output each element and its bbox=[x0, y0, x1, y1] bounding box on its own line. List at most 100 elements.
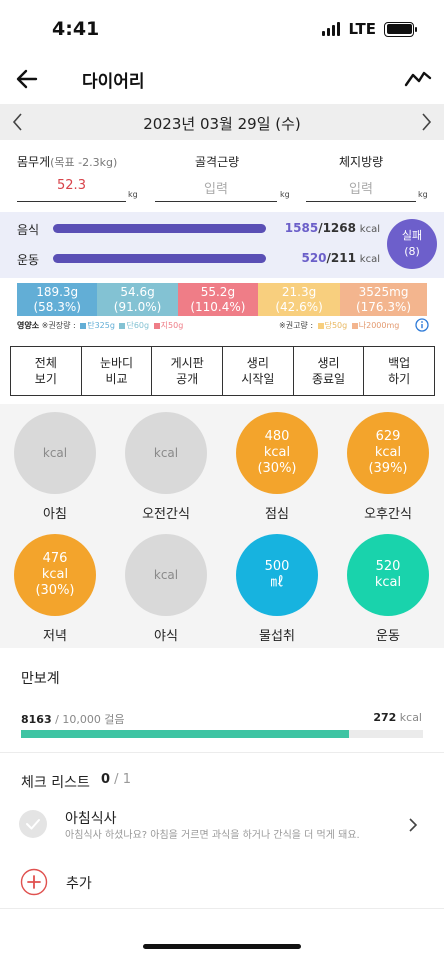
meal-line1: kcal bbox=[153, 446, 179, 460]
meal-circle[interactable]: 480 kcal (30%) bbox=[236, 412, 318, 494]
nutrient-percent: (42.6%) bbox=[275, 300, 323, 314]
backup-button[interactable]: 백업 하기 bbox=[388, 356, 411, 386]
battery-icon bbox=[384, 21, 417, 37]
action-menu: 전체 보기 눈바디 비교 게시판 공개 생리 시작일 생리 종료일 백업 하기 bbox=[10, 346, 435, 396]
meal-line1: kcal bbox=[153, 568, 179, 582]
nutrient-value: 55.2g bbox=[200, 285, 236, 299]
meal-item[interactable]: 500 ㎖ 물섭취 bbox=[236, 534, 318, 644]
meal-circle[interactable]: 629 kcal (39%) bbox=[347, 412, 429, 494]
page-title: 다이어리 bbox=[82, 72, 145, 92]
meal-item[interactable]: 629 kcal (39%) 오후간식 bbox=[347, 412, 429, 522]
legend-prefix: 영양소 bbox=[17, 321, 40, 330]
weight-goal: (목표 -2.3kg) bbox=[50, 156, 118, 169]
meal-line3: (39%) bbox=[368, 461, 408, 476]
meal-circle[interactable]: kcal bbox=[125, 534, 207, 616]
food-bar bbox=[53, 224, 266, 233]
meal-item[interactable]: kcal 아침 bbox=[14, 412, 96, 522]
pedometer-kcal: 272 kcal bbox=[373, 711, 422, 724]
legend-sugar: 당50g bbox=[324, 321, 348, 330]
home-indicator[interactable] bbox=[143, 944, 301, 949]
back-arrow-icon[interactable] bbox=[14, 66, 40, 92]
legend-sodium: 나2000mg bbox=[358, 321, 400, 330]
legend-advised-label: ※권고량 : bbox=[279, 321, 314, 330]
weight-label: 몸무게(목표 -2.3kg) bbox=[17, 155, 118, 169]
period-start-button[interactable]: 생리 시작일 bbox=[223, 347, 294, 395]
eye-body-compare-button[interactable]: 눈바디 비교 bbox=[82, 347, 153, 395]
meal-item[interactable]: 480 kcal (30%) 점심 bbox=[236, 412, 318, 522]
date-selector: 2023년 03월 29일 (수) bbox=[0, 104, 444, 140]
trend-chart-icon[interactable] bbox=[404, 66, 432, 92]
board-publish-button[interactable]: 게시판 공개 bbox=[152, 347, 224, 395]
meal-name: 저녁 bbox=[43, 629, 67, 644]
legend-carb-swatch bbox=[80, 322, 87, 329]
muscle-field[interactable]: 입력 bbox=[155, 178, 277, 202]
pedometer-progress bbox=[21, 730, 423, 738]
meal-line1: 500 bbox=[264, 559, 290, 574]
fail-label: 실패 bbox=[401, 229, 423, 242]
pedometer-progress-fill bbox=[21, 730, 350, 738]
meal-line1: 629 bbox=[375, 429, 401, 444]
pedometer-steps: 8163 / 10,000 걸음 bbox=[21, 713, 125, 726]
legend-recommended-label: ※권장량 : bbox=[41, 321, 76, 330]
nutrient-segment: 55.2g (110.4%) bbox=[177, 283, 259, 316]
calorie-summary: 음식 1585/1268 kcal 운동 520/211 kcal bbox=[0, 212, 444, 278]
weight-field[interactable]: 52.3 bbox=[17, 178, 126, 202]
weight-unit: kg bbox=[128, 190, 138, 199]
pedometer-title: 만보계 bbox=[21, 671, 60, 687]
meal-line2: kcal bbox=[374, 575, 402, 590]
meal-circle[interactable]: 476 kcal (30%) bbox=[14, 534, 96, 616]
fail-badge[interactable]: 실패 (8) bbox=[387, 219, 437, 269]
meal-item[interactable]: 520 kcal 운동 bbox=[347, 534, 429, 644]
meal-name: 운동 bbox=[376, 629, 400, 644]
fat-field[interactable]: 입력 bbox=[306, 178, 416, 202]
status-time: 4:41 bbox=[52, 18, 100, 40]
muscle-label: 골격근량 bbox=[195, 155, 240, 169]
meal-name: 오후간식 bbox=[364, 507, 412, 522]
meal-item[interactable]: kcal 오전간식 bbox=[125, 412, 207, 522]
checklist-item-title[interactable]: 아침식사 bbox=[65, 811, 117, 827]
food-kcal: 1585/1268 kcal bbox=[284, 221, 380, 235]
meal-item[interactable]: kcal 야식 bbox=[125, 534, 207, 644]
date-label[interactable]: 2023년 03월 29일 (수) bbox=[143, 115, 301, 133]
status-bar: 4:41 LTE bbox=[0, 0, 444, 58]
checkbox[interactable] bbox=[19, 810, 47, 838]
legend-protein-swatch bbox=[119, 322, 126, 329]
nutrient-segment: 21.3g (42.6%) bbox=[258, 283, 341, 316]
meal-name: 야식 bbox=[154, 629, 178, 644]
nutrient-value: 3525mg bbox=[358, 285, 409, 299]
period-end-button[interactable]: 생리 종료일 bbox=[294, 347, 365, 395]
legend-carb: 탄325g bbox=[87, 321, 115, 330]
meal-circle[interactable]: kcal bbox=[14, 412, 96, 494]
divider bbox=[0, 752, 444, 753]
legend-sodium-swatch bbox=[351, 322, 358, 329]
meal-line1: kcal bbox=[42, 446, 68, 460]
add-checklist-button[interactable]: 추가 bbox=[66, 876, 92, 892]
meal-grid: kcal 아침 kcal 오전간식 480 kcal (30%) 점심 629 kcal (39%)… bbox=[0, 404, 444, 648]
meal-circle[interactable]: 500 ㎖ bbox=[236, 534, 318, 616]
info-icon[interactable] bbox=[415, 318, 429, 332]
nutrient-bar: 189.3g (58.3%) 54.6g (91.0%) 55.2g (110.4%) 21… bbox=[17, 283, 427, 316]
previous-date-icon[interactable] bbox=[8, 110, 28, 134]
fat-label: 체지방량 bbox=[339, 155, 384, 169]
view-all-button[interactable]: 전체 보기 bbox=[11, 347, 82, 395]
chevron-right-icon[interactable] bbox=[406, 816, 420, 834]
muscle-unit: kg bbox=[280, 190, 290, 199]
status-icons: LTE bbox=[322, 20, 417, 38]
meal-name: 점심 bbox=[265, 507, 289, 522]
legend-advised: ※권고량 : 당50g 나2000mg bbox=[279, 320, 399, 331]
meal-line3: (30%) bbox=[257, 461, 297, 476]
meal-circle[interactable]: kcal bbox=[125, 412, 207, 494]
body-measurements: 몸무게(목표 -2.3kg) 골격근량 체지방량 52.3 kg 입력 kg 입… bbox=[0, 150, 444, 210]
fat-unit: kg bbox=[418, 190, 428, 199]
meal-line1: 476 bbox=[42, 551, 68, 566]
meal-circle[interactable]: 520 kcal bbox=[347, 534, 429, 616]
nutrient-percent: (58.3%) bbox=[33, 300, 81, 314]
next-date-icon[interactable] bbox=[416, 110, 436, 134]
fail-count: (8) bbox=[404, 245, 420, 258]
meal-line2: kcal bbox=[374, 445, 402, 460]
add-circle-icon[interactable] bbox=[20, 868, 48, 896]
meal-line2: kcal bbox=[41, 567, 69, 582]
checklist-item-desc: 아침식사 하셨나요? 아침을 거르면 과식을 하거나 간식을 더 먹게 돼요. bbox=[65, 830, 360, 841]
meal-item[interactable]: 476 kcal (30%) 저녁 bbox=[14, 534, 96, 644]
legend-sugar-swatch bbox=[317, 322, 324, 329]
